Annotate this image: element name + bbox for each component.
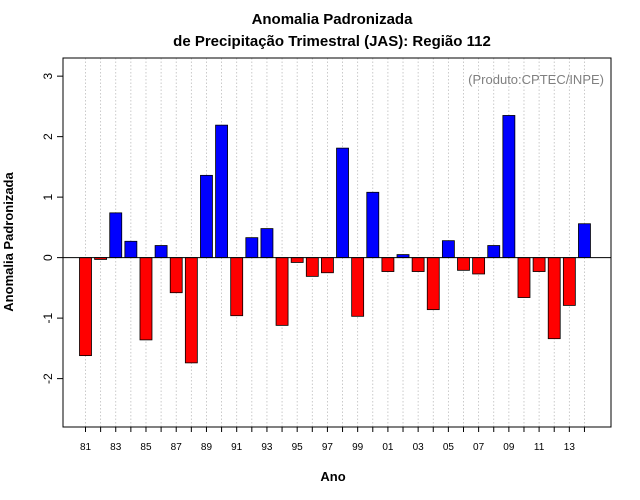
bar-2011 — [532, 257, 546, 272]
x-tick-label: 07 — [473, 442, 485, 453]
x-tick-label: 03 — [413, 442, 425, 453]
x-tick-label: 91 — [231, 442, 243, 453]
bar-2014 — [578, 223, 591, 259]
y-tick-label: -2 — [41, 373, 55, 384]
bar-1994 — [275, 257, 289, 326]
bar-1983 — [109, 212, 123, 259]
bar-1986 — [154, 245, 168, 259]
x-tick-label: 81 — [80, 442, 92, 453]
bar-1996 — [305, 257, 319, 277]
bar-1992 — [245, 237, 259, 259]
y-tick-label: 0 — [41, 254, 55, 261]
bar-2004 — [426, 257, 440, 311]
bar-1985 — [139, 257, 153, 341]
y-tick-label: 2 — [41, 133, 55, 140]
x-tick-label: 87 — [171, 442, 183, 453]
bar-1991 — [230, 257, 244, 317]
bar-2005 — [441, 240, 455, 259]
bar-2000 — [366, 191, 380, 259]
bar-1988 — [184, 257, 198, 364]
x-tick-label: 09 — [503, 442, 515, 453]
y-tick-label: 1 — [41, 193, 55, 200]
y-tick-label: -1 — [41, 312, 55, 323]
bar-1999 — [351, 257, 365, 317]
x-tick-label: 85 — [140, 442, 152, 453]
bar-1993 — [260, 228, 274, 259]
x-axis-label: Ano — [320, 469, 345, 484]
bar-2008 — [487, 245, 501, 259]
chart-title-line-1: Anomalia Padronizada — [252, 11, 414, 28]
bar-2001 — [381, 257, 395, 272]
source-annotation: (Produto:CPTEC/INPE) — [468, 72, 604, 87]
bar-1998 — [336, 147, 349, 259]
bar-1990 — [215, 124, 228, 259]
bar-2009 — [502, 115, 516, 259]
bar-2006 — [457, 257, 470, 271]
x-tick-label: 95 — [292, 442, 304, 453]
x-tick-label: 13 — [564, 442, 576, 453]
x-tick-label: 83 — [110, 442, 122, 453]
bar-1984 — [124, 240, 138, 259]
bar-1997 — [321, 257, 334, 274]
plot-frame — [62, 57, 612, 428]
x-tick-label: 05 — [443, 442, 455, 453]
bar-2007 — [472, 257, 486, 275]
bar-1987 — [169, 257, 183, 294]
y-tick-label: 3 — [41, 72, 55, 79]
bar-1995 — [290, 257, 304, 263]
bar-2013 — [562, 257, 576, 306]
bar-2012 — [547, 257, 561, 340]
x-tick-label: 97 — [322, 442, 334, 453]
chart-title-line-2: de Precipitação Trimestral (JAS): Região… — [173, 33, 491, 50]
bars-layer — [79, 115, 591, 364]
x-tick-label: 11 — [534, 442, 545, 453]
bar-1981 — [79, 257, 92, 357]
x-tick-label: 01 — [382, 442, 394, 453]
x-tick-label: 99 — [352, 442, 364, 453]
x-tick-label: 93 — [261, 442, 273, 453]
bar-1989 — [200, 174, 213, 259]
bar-2010 — [517, 257, 531, 298]
x-tick-label: 89 — [201, 442, 213, 453]
y-axis-label: Anomalia Padronizada — [1, 172, 16, 312]
bar-2003 — [411, 257, 425, 272]
